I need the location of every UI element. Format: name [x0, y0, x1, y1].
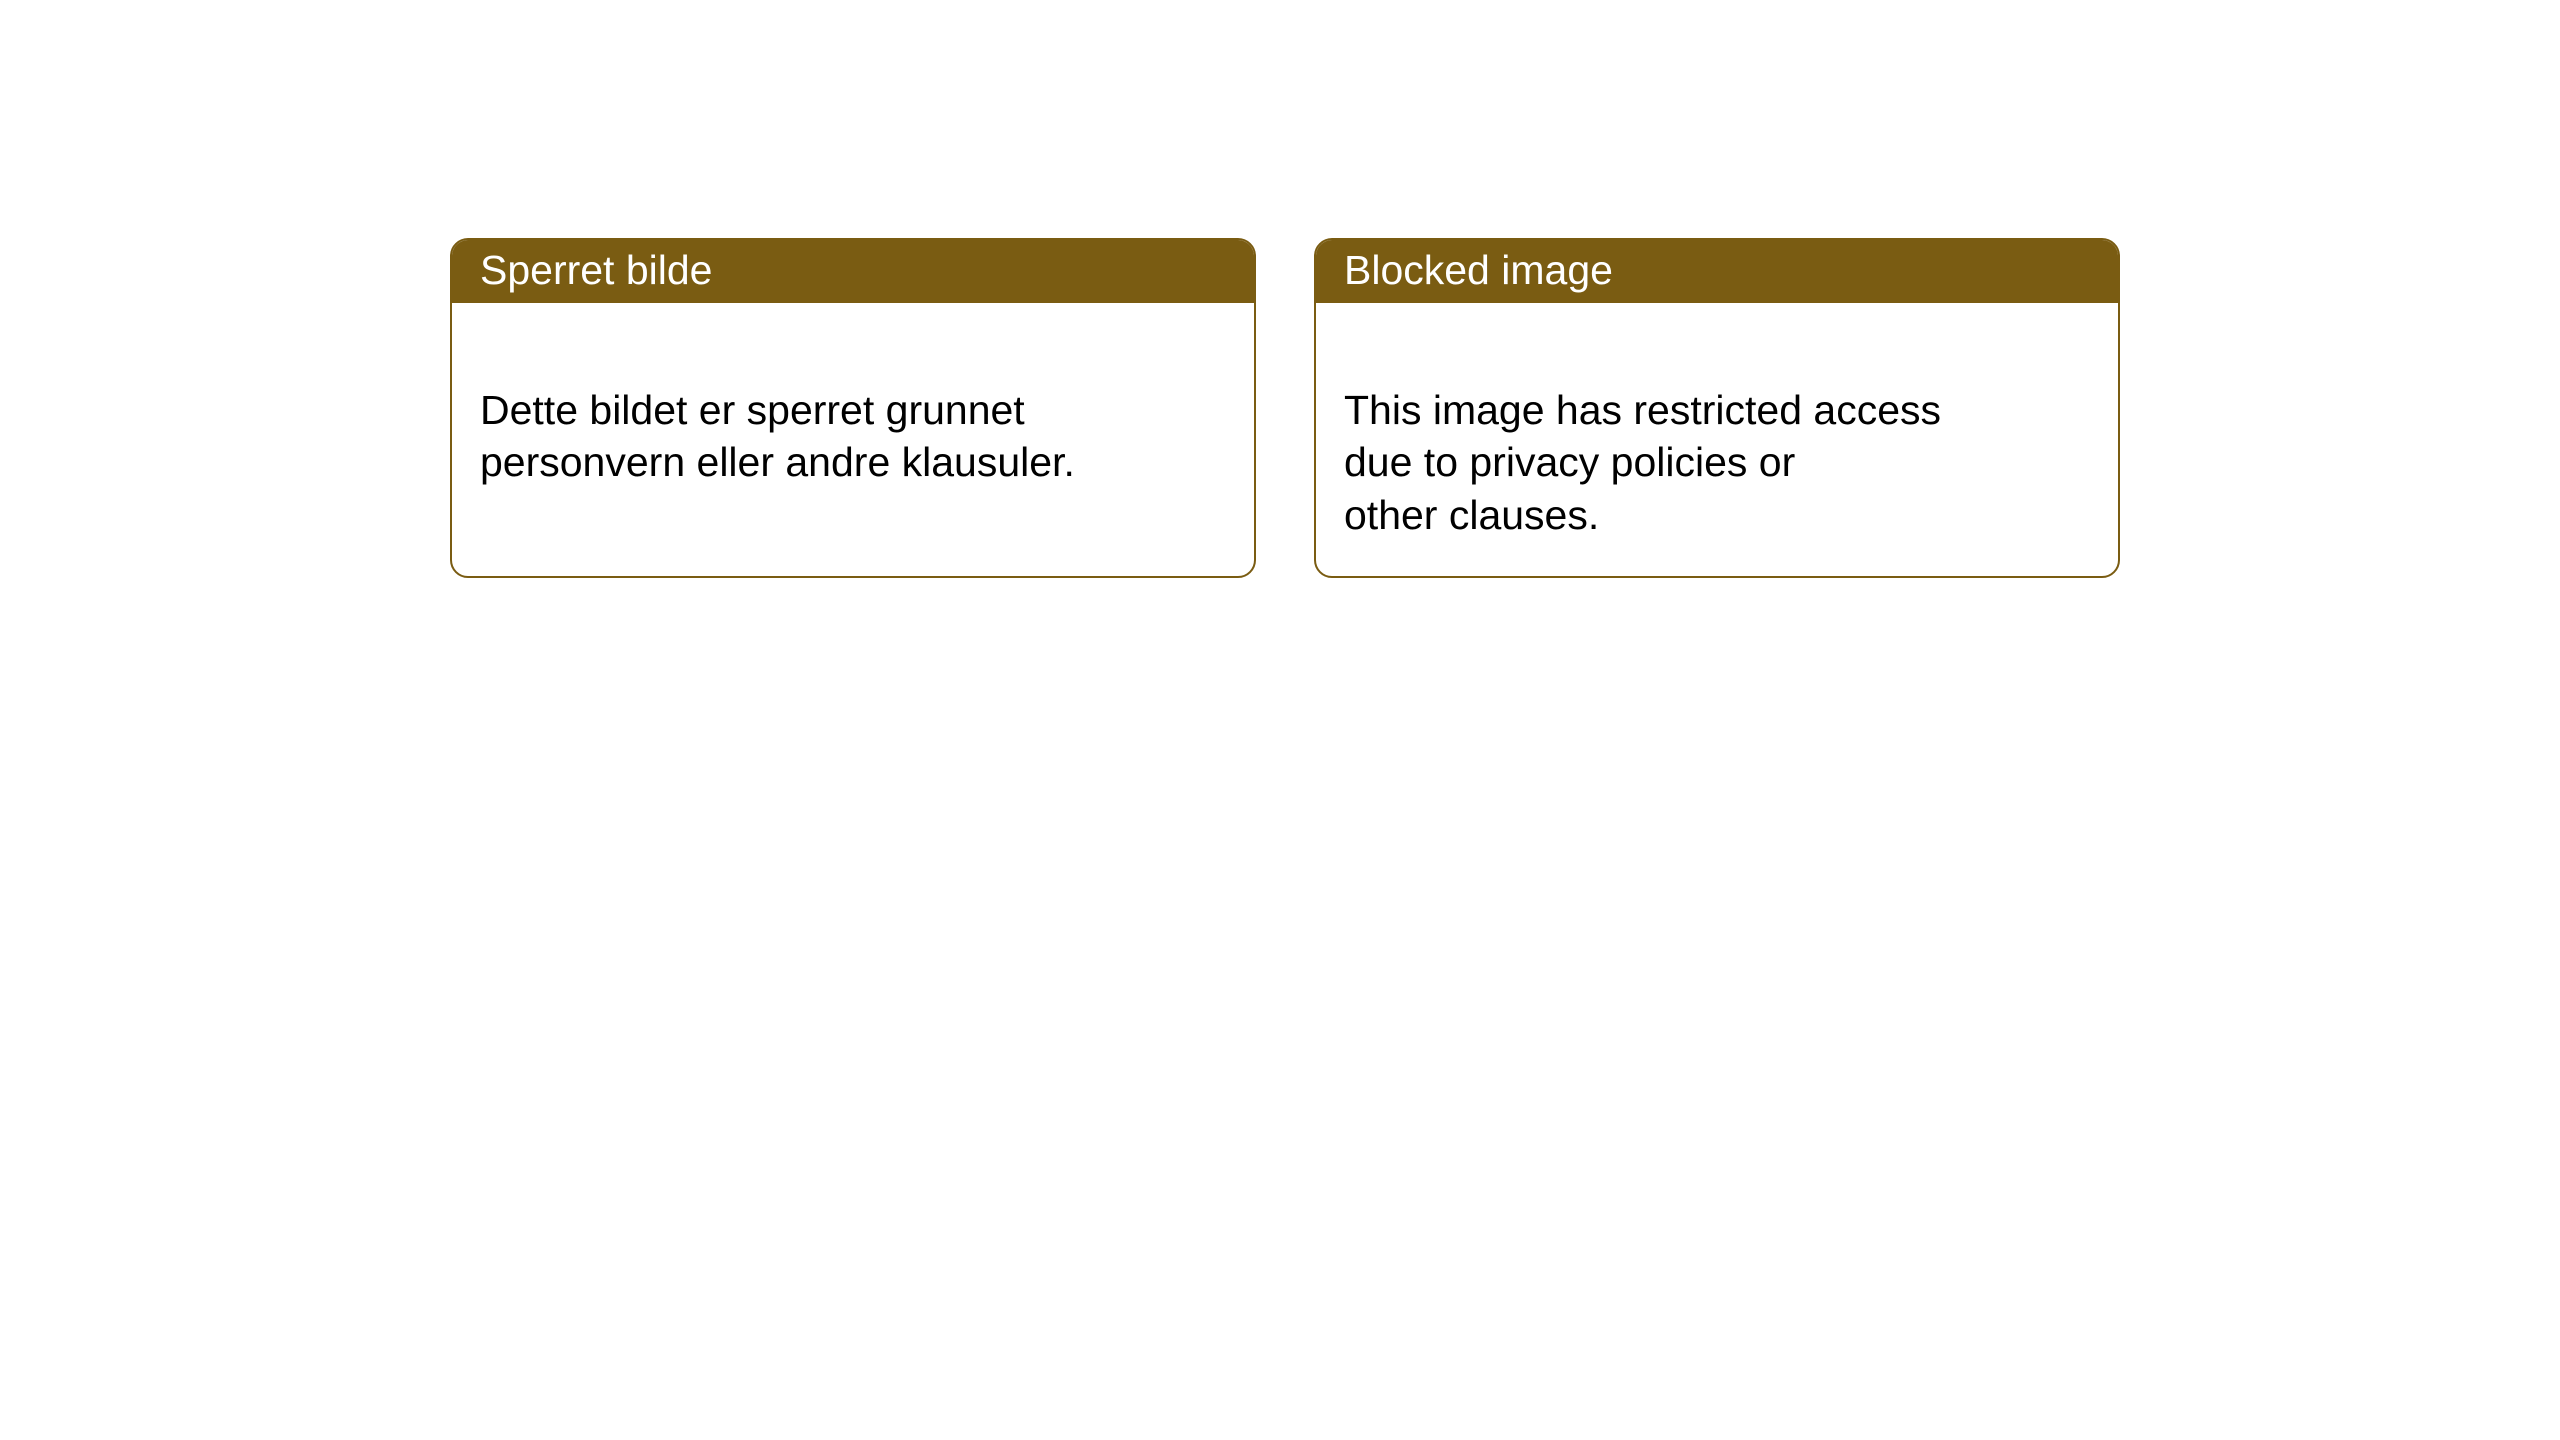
- card-header-norwegian: Sperret bilde: [452, 240, 1254, 303]
- card-title-norwegian: Sperret bilde: [480, 247, 712, 293]
- card-header-english: Blocked image: [1316, 240, 2118, 303]
- notice-card-norwegian: Sperret bilde Dette bildet er sperret gr…: [450, 238, 1256, 578]
- card-body-english: This image has restricted access due to …: [1316, 303, 2118, 569]
- card-body-text-norwegian: Dette bildet er sperret grunnet personve…: [480, 387, 1075, 485]
- card-body-norwegian: Dette bildet er sperret grunnet personve…: [452, 303, 1254, 516]
- notice-card-english: Blocked image This image has restricted …: [1314, 238, 2120, 578]
- card-body-text-english: This image has restricted access due to …: [1344, 387, 1941, 538]
- card-title-english: Blocked image: [1344, 247, 1613, 293]
- notice-container: Sperret bilde Dette bildet er sperret gr…: [450, 238, 2120, 578]
